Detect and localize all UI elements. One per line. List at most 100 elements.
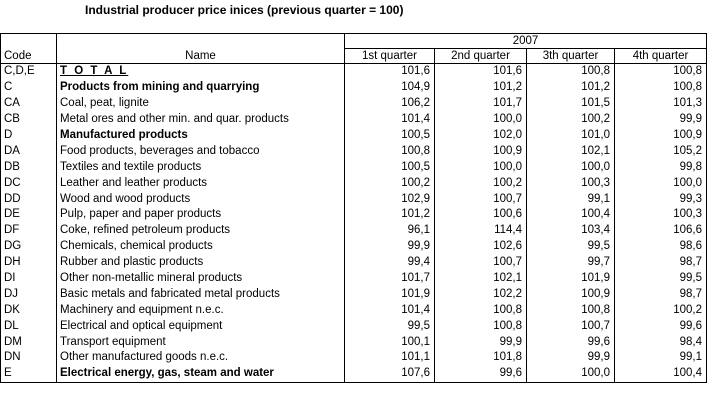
quarter-4-value: 99,9 [613, 111, 708, 128]
quarter-3-value: 99,5 [526, 238, 615, 255]
row-name: Other non-metallic mineral products [56, 270, 345, 287]
table-row: DI Other non-metallic mineral products 101… [0, 270, 708, 287]
row-name: Coal, peat, lignite [56, 95, 345, 112]
quarter-1-value: 100,2 [344, 175, 435, 192]
quarter-2-value: 102,6 [434, 238, 527, 255]
quarter-3-value: 101,9 [526, 270, 615, 287]
row-name: Electrical and optical equipment [56, 318, 345, 335]
quarter-3-value: 100,9 [526, 286, 615, 303]
quarter-2-value: 101,6 [434, 63, 527, 80]
table-row: DN Other manufactured goods n.e.c. 101,1 10… [0, 350, 708, 366]
quarter-4-value: 99,1 [613, 350, 708, 366]
table-header: Code Name 2007 1st quarter 2nd quarter 3… [0, 33, 708, 64]
quarter-2-value: 100,8 [434, 302, 527, 319]
quarter-3-value: 101,5 [526, 95, 615, 112]
quarter-2-value: 100,8 [434, 318, 527, 335]
table-row: DF Coke, refined petroleum products 96,1 11… [0, 222, 708, 239]
table-row: C Products from mining and quarrying 104,9… [0, 79, 708, 96]
quarter-1-value: 100,5 [344, 127, 435, 144]
row-name: Products from mining and quarrying [56, 79, 345, 96]
row-name: Other manufactured goods n.e.c. [56, 350, 345, 366]
quarter-4-value: 98,7 [613, 286, 708, 303]
quarter-2-value: 102,0 [434, 127, 527, 144]
quarter-4-value: 101,3 [613, 95, 708, 112]
quarter-3-value: 99,7 [526, 254, 615, 271]
row-code: DI [0, 270, 57, 287]
quarter-4-value: 100,8 [613, 79, 708, 96]
name-column-header: Name [56, 33, 345, 64]
quarter-4-value: 100,2 [613, 302, 708, 319]
table-row: C,D,E T O T A L 101,6 101,6 100,8 100,8 [0, 63, 708, 80]
row-code: DA [0, 143, 57, 160]
quarter-3-value: 100,2 [526, 111, 615, 128]
quarter-2-value: 102,2 [434, 286, 527, 303]
quarter-1-value: 99,4 [344, 254, 435, 271]
table-row: DC Leather and leather products 100,2 100,2… [0, 175, 708, 192]
quarter-1-value: 106,2 [344, 95, 435, 112]
row-name: Metal ores and other min. and quar. prod… [56, 111, 345, 128]
quarter-2-value: 99,9 [434, 334, 527, 351]
quarter-2-value: 101,8 [434, 350, 527, 366]
quarter-1-value: 101,2 [344, 207, 435, 223]
quarter-1-value: 101,4 [344, 111, 435, 128]
table-row: DB Textiles and textile products 100,5 100,… [0, 159, 708, 176]
quarter-2-value: 114,4 [434, 222, 527, 239]
row-code: DE [0, 207, 57, 223]
table-title: Industrial producer price inices (previo… [85, 3, 404, 17]
quarter-2-value: 100,0 [434, 159, 527, 176]
row-code: DF [0, 222, 57, 239]
quarter-1-value: 100,1 [344, 334, 435, 351]
quarter-2-value: 100,0 [434, 111, 527, 128]
quarter-4-value: 98,7 [613, 254, 708, 271]
quarter-1-header: 1st quarter [344, 48, 435, 64]
quarter-1-value: 99,5 [344, 318, 435, 335]
quarter-4-value: 100,4 [613, 365, 708, 383]
table-row: DM Transport equipment 100,1 99,9 99,6 98,4 [0, 334, 708, 351]
quarter-3-value: 99,1 [526, 191, 615, 208]
quarter-4-value: 99,3 [613, 191, 708, 208]
row-name: Pulp, paper and paper products [56, 207, 345, 223]
row-code: C,D,E [0, 63, 57, 80]
quarter-2-value: 100,9 [434, 143, 527, 160]
table-row: DD Wood and wood products 102,9 100,7 99,1 99… [0, 191, 708, 208]
quarter-3-value: 99,9 [526, 350, 615, 366]
table-row: CB Metal ores and other min. and quar. pr… [0, 111, 708, 128]
quarter-4-value: 100,3 [613, 207, 708, 223]
row-name: Basic metals and fabricated metal produc… [56, 286, 345, 303]
quarter-1-value: 101,1 [344, 350, 435, 366]
quarter-3-value: 100,4 [526, 207, 615, 223]
quarter-1-value: 107,6 [344, 365, 435, 383]
row-code: D [0, 127, 57, 144]
quarter-1-value: 101,9 [344, 286, 435, 303]
row-name: Wood and wood products [56, 191, 345, 208]
table-row: E Electrical energy, gas, steam and water… [0, 365, 708, 383]
table-row: DH Rubber and plastic products 99,4 100,7 99… [0, 254, 708, 271]
quarter-4-value: 100,9 [613, 127, 708, 144]
table-row: DK Machinery and equipment n.e.c. 101,4 100… [0, 302, 708, 319]
table-row: DJ Basic metals and fabricated metal prod… [0, 286, 708, 303]
quarter-1-value: 100,5 [344, 159, 435, 176]
table-body: C,D,E T O T A L 101,6 101,6 100,8 100,8 C Produ… [0, 63, 708, 383]
row-name: Leather and leather products [56, 175, 345, 192]
row-name: Electrical energy, gas, steam and water [56, 365, 345, 383]
row-name: Transport equipment [56, 334, 345, 351]
quarter-3-value: 102,1 [526, 143, 615, 160]
table-row: DL Electrical and optical equipment 99,5 10… [0, 318, 708, 335]
quarter-2-value: 99,6 [434, 365, 527, 383]
row-code: C [0, 79, 57, 96]
quarter-2-value: 100,7 [434, 191, 527, 208]
row-code: DM [0, 334, 57, 351]
quarter-2-value: 101,2 [434, 79, 527, 96]
row-code: DG [0, 238, 57, 255]
quarter-3-value: 100,7 [526, 318, 615, 335]
quarter-1-value: 96,1 [344, 222, 435, 239]
row-code: DH [0, 254, 57, 271]
quarter-1-value: 101,6 [344, 63, 435, 80]
quarter-3-value: 99,6 [526, 334, 615, 351]
table-row: DA Food products, beverages and tobacco 10… [0, 143, 708, 160]
row-name: Machinery and equipment n.e.c. [56, 302, 345, 319]
row-code: DK [0, 302, 57, 319]
table-row: DE Pulp, paper and paper products 101,2 100… [0, 207, 708, 223]
row-code: DB [0, 159, 57, 176]
quarter-4-header: 4th quarter [613, 48, 708, 64]
